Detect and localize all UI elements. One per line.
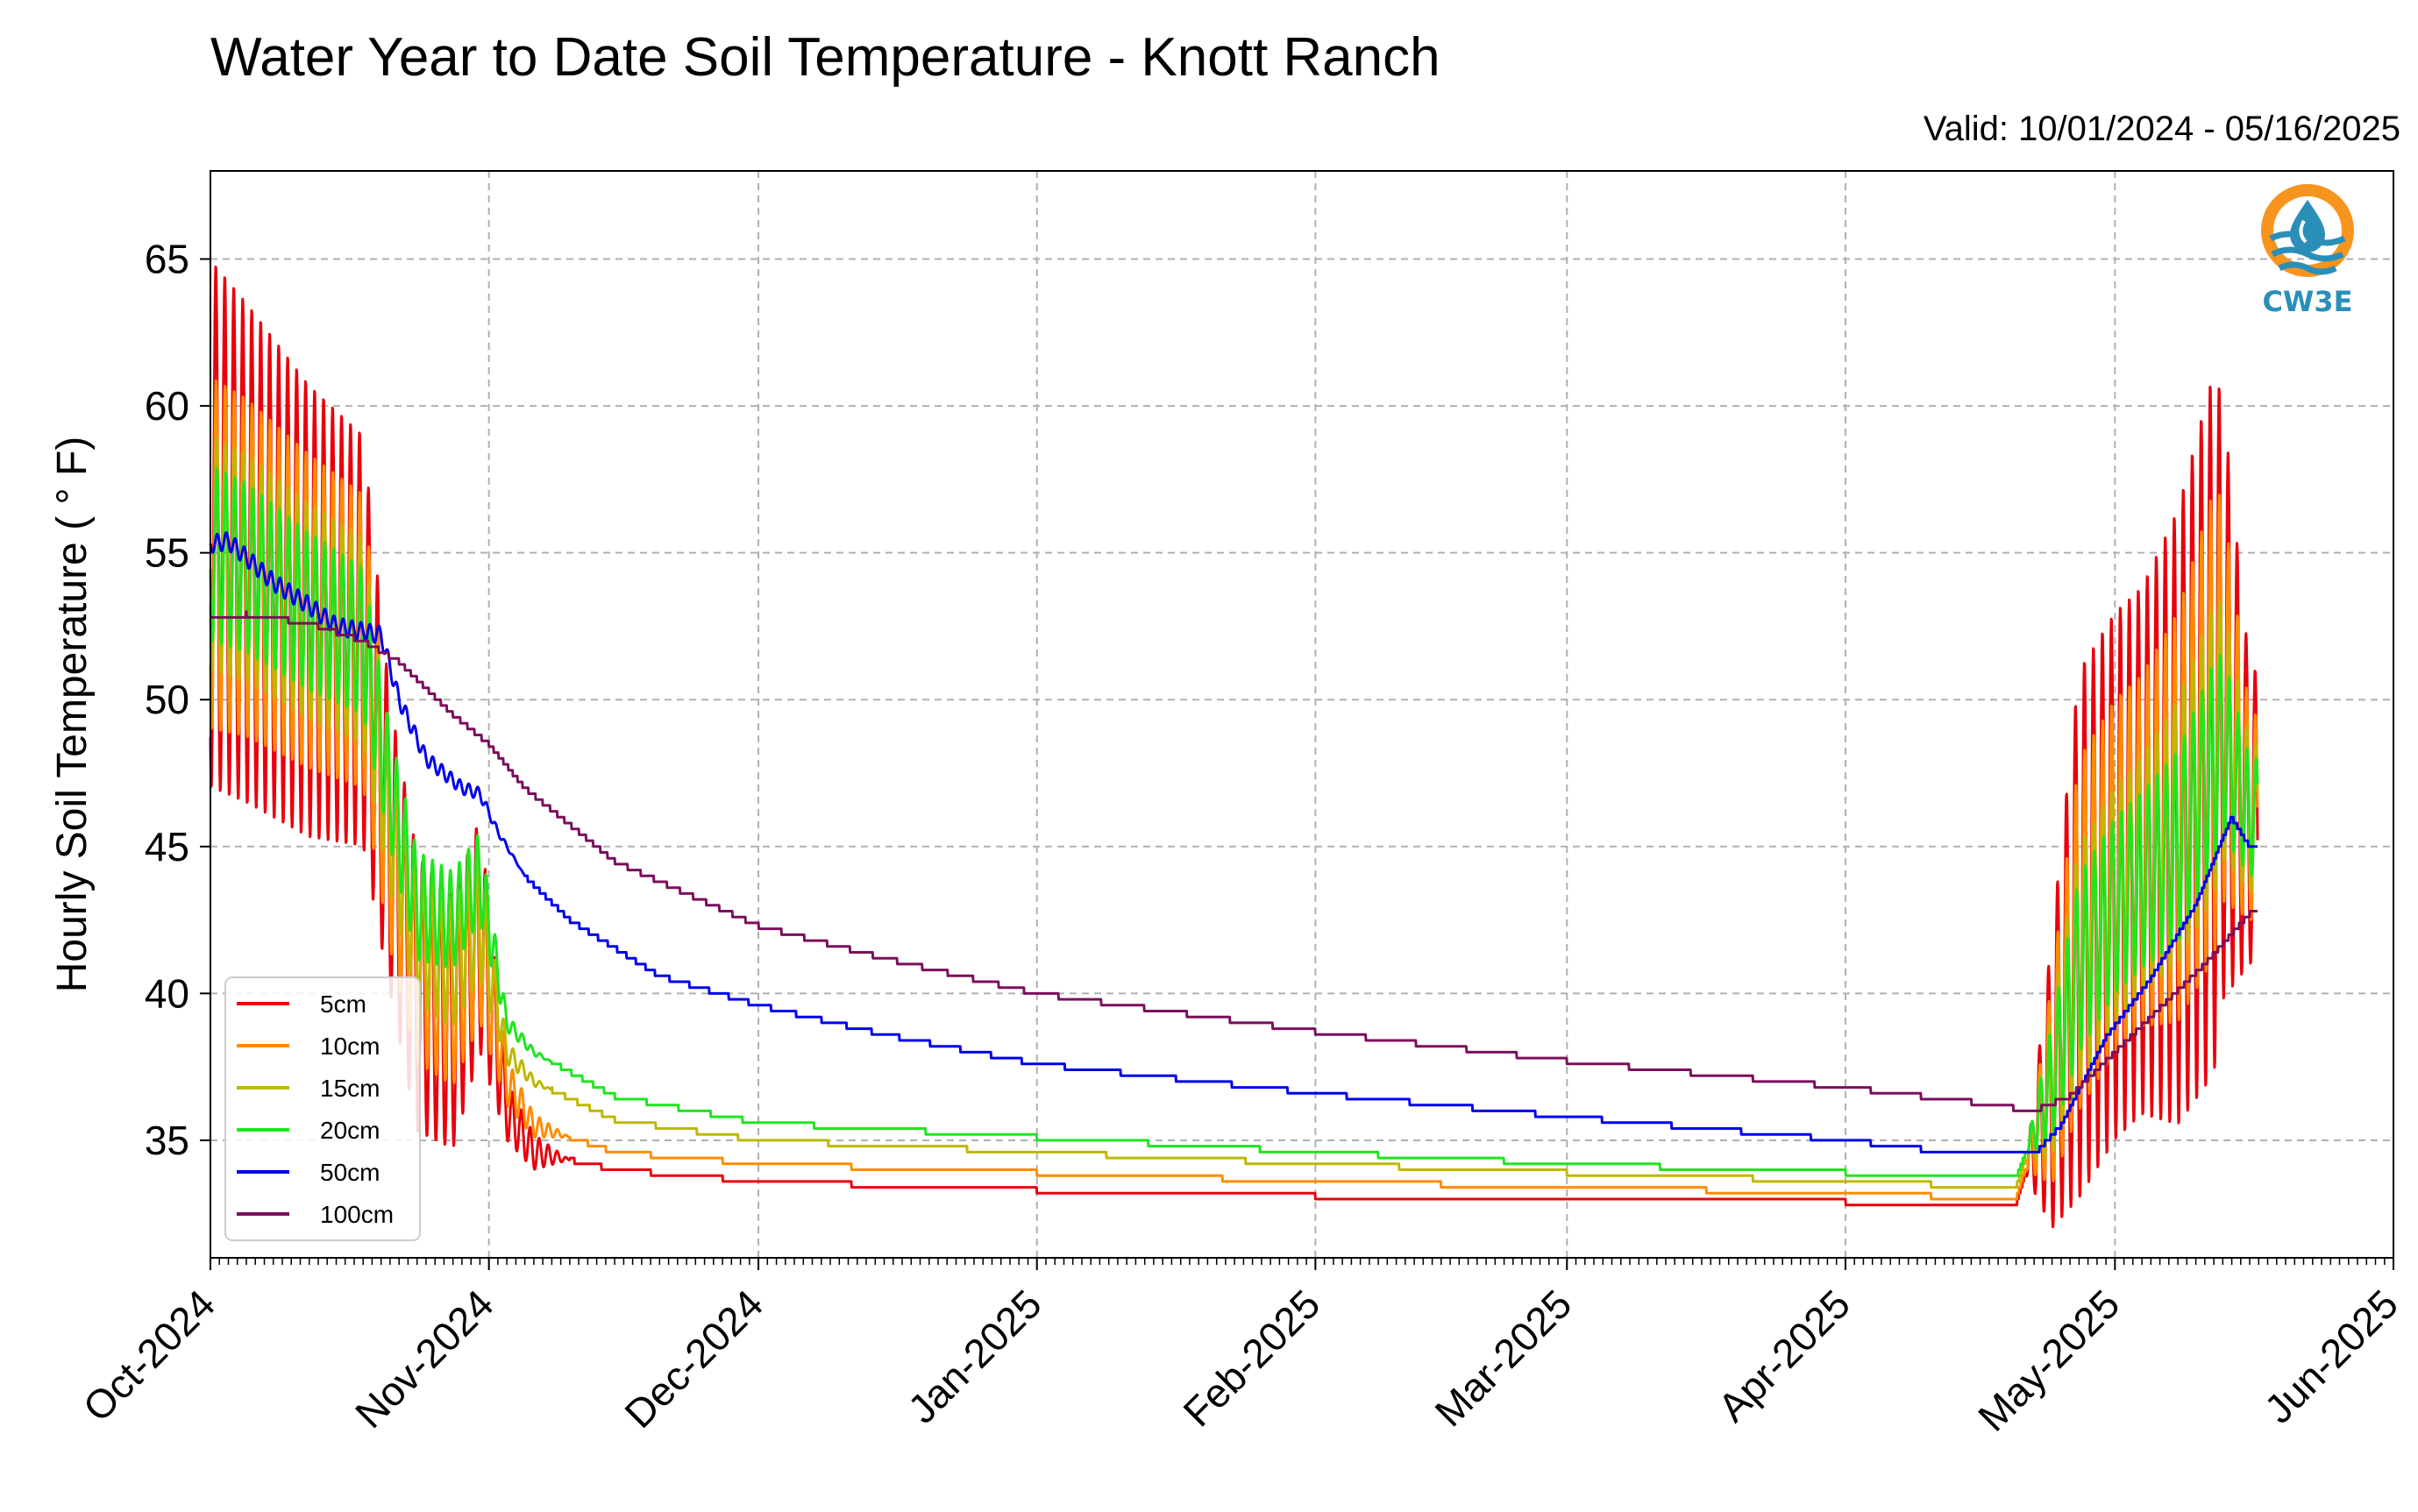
x-minor-ticks: [210, 1258, 2394, 1265]
y-tick-label: 35: [145, 1118, 189, 1163]
cw3e-logo: CW3E: [2261, 184, 2354, 318]
axis-ticks: 35 40 45 50 55 60 65 Oct-2024 Nov-2024 Dec-2024 Ja…: [75, 237, 2407, 1440]
y-tick-label: 60: [145, 383, 189, 429]
x-tick-label: Jun-2025: [2256, 1281, 2407, 1431]
series-line-10cm: [209, 379, 2259, 1201]
series-line-5cm: [209, 265, 2259, 1229]
grid: [210, 171, 2393, 1258]
chart-title: Water Year to Date Soil Temperature - Kn…: [210, 27, 1440, 88]
legend-label-5cm: 5cm: [320, 990, 366, 1018]
legend-label-15cm: 15cm: [320, 1075, 380, 1102]
x-tick-label: Oct-2024: [75, 1281, 224, 1430]
water-drop-sun-icon: [2261, 184, 2354, 277]
x-tick-label: Jan-2025: [899, 1281, 1049, 1431]
logo-text: CW3E: [2263, 285, 2353, 318]
legend-label-20cm: 20cm: [320, 1117, 380, 1144]
legend-box: [224, 976, 421, 1241]
x-tick-label: Dec-2024: [615, 1281, 772, 1437]
series-line-20cm: [209, 466, 2259, 1177]
series-line-100cm: [209, 610, 2259, 1112]
legend-label-10cm: 10cm: [320, 1033, 380, 1060]
series-line-50cm: [209, 531, 2259, 1154]
series-lines: [209, 265, 2259, 1229]
plot-area-frame: [210, 170, 2394, 1259]
legend-label-50cm: 50cm: [320, 1159, 380, 1186]
valid-date-range: Valid: 10/01/2024 - 05/16/2025: [1923, 110, 2400, 148]
y-tick-label: 50: [145, 677, 189, 722]
y-tick-label: 55: [145, 530, 189, 576]
legend-label-100cm: 100cm: [320, 1201, 394, 1228]
series-line-15cm: [209, 437, 2259, 1189]
y-tick-label: 45: [145, 824, 189, 870]
y-tick-label: 65: [145, 237, 189, 282]
legend: 5cm 10cm 15cm 20cm 50cm 100cm: [224, 976, 421, 1241]
x-tick-label: Nov-2024: [346, 1281, 502, 1437]
x-tick-label: Apr-2025: [1709, 1281, 1859, 1430]
y-tick-label: 40: [145, 970, 189, 1016]
x-tick-label: May-2025: [1969, 1281, 2128, 1439]
x-tick-label: Feb-2025: [1174, 1281, 1328, 1435]
y-axis-title: Hourly Soil Temperature ( ° F): [49, 437, 96, 993]
x-tick-label: Mar-2025: [1426, 1281, 1580, 1435]
